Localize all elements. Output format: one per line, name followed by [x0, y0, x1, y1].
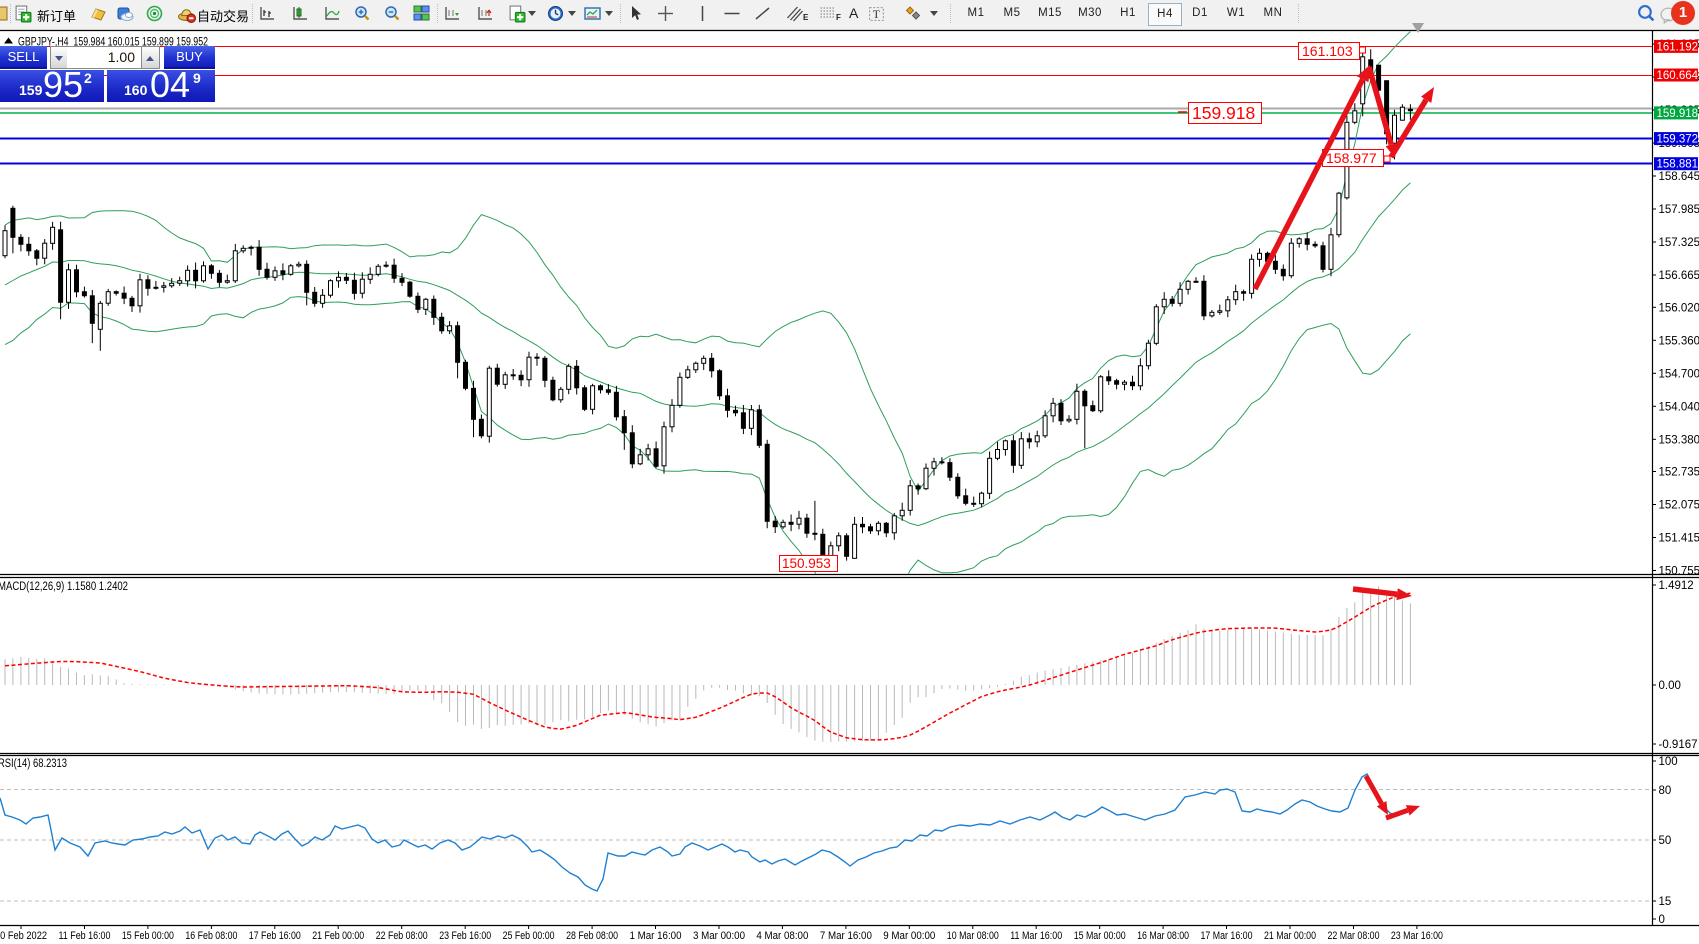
svg-text:17 Mar 16:00: 17 Mar 16:00 — [1201, 930, 1253, 942]
svg-text:23 Mar 16:00: 23 Mar 16:00 — [1391, 930, 1443, 942]
svg-text:151.415: 151.415 — [1659, 533, 1699, 545]
svg-text:100: 100 — [1659, 756, 1678, 768]
svg-text:1.4912: 1.4912 — [1659, 580, 1694, 592]
svg-text:15 Mar 00:00: 15 Mar 00:00 — [1074, 930, 1126, 942]
svg-text:50: 50 — [1659, 835, 1672, 847]
svg-text:3 Mar 00:00: 3 Mar 00:00 — [693, 930, 745, 942]
svg-text:150.953: 150.953 — [782, 556, 831, 571]
svg-text:21 Feb 00:00: 21 Feb 00:00 — [312, 930, 364, 942]
svg-text:17 Feb 16:00: 17 Feb 16:00 — [249, 930, 301, 942]
svg-text:153.380: 153.380 — [1659, 434, 1699, 446]
svg-text:1 Mar 16:00: 1 Mar 16:00 — [630, 930, 682, 942]
svg-text:GBPJPY-,H4 159.984 160.015 15: GBPJPY-,H4 159.984 160.015 159.899 159.9… — [18, 37, 208, 49]
svg-text:MACD(12,26,9) 1.1580 1.2402: MACD(12,26,9) 1.1580 1.2402 — [0, 581, 128, 593]
svg-text:158.881: 158.881 — [1657, 159, 1699, 171]
svg-text:156.665: 156.665 — [1659, 270, 1699, 282]
svg-text:11 Mar 16:00: 11 Mar 16:00 — [1010, 930, 1062, 942]
svg-text:15 Feb 00:00: 15 Feb 00:00 — [122, 930, 174, 942]
svg-text:154.040: 154.040 — [1659, 401, 1699, 413]
svg-text:10 Mar 08:00: 10 Mar 08:00 — [947, 930, 999, 942]
svg-text:150.755: 150.755 — [1659, 566, 1699, 578]
svg-text:0: 0 — [1659, 914, 1665, 926]
svg-text:80: 80 — [1659, 785, 1672, 797]
svg-text:154.700: 154.700 — [1659, 368, 1699, 380]
svg-text:0.00: 0.00 — [1659, 680, 1681, 692]
svg-text:159.918: 159.918 — [1192, 103, 1255, 123]
svg-text:158.645: 158.645 — [1659, 171, 1699, 183]
svg-text:152.735: 152.735 — [1659, 467, 1699, 479]
svg-text:11 Feb 16:00: 11 Feb 16:00 — [59, 930, 111, 942]
svg-text:155.360: 155.360 — [1659, 335, 1699, 347]
svg-text:15: 15 — [1659, 896, 1672, 908]
svg-text:9 Mar 00:00: 9 Mar 00:00 — [883, 930, 935, 942]
svg-text:159.918: 159.918 — [1657, 108, 1699, 120]
svg-text:160.664: 160.664 — [1657, 70, 1699, 82]
svg-text:157.325: 157.325 — [1659, 237, 1699, 249]
svg-text:22 Mar 08:00: 22 Mar 08:00 — [1328, 930, 1380, 942]
svg-text:16 Mar 08:00: 16 Mar 08:00 — [1137, 930, 1189, 942]
svg-text:7 Mar 16:00: 7 Mar 16:00 — [820, 930, 872, 942]
svg-text:4 Mar 08:00: 4 Mar 08:00 — [756, 930, 808, 942]
svg-text:23 Feb 16:00: 23 Feb 16:00 — [439, 930, 491, 942]
svg-text:157.985: 157.985 — [1659, 204, 1699, 216]
svg-text:152.075: 152.075 — [1659, 500, 1699, 512]
svg-text:156.020: 156.020 — [1659, 302, 1699, 314]
svg-text:21 Mar 00:00: 21 Mar 00:00 — [1264, 930, 1316, 942]
svg-text:-0.9167: -0.9167 — [1659, 739, 1698, 751]
svg-text:158.977: 158.977 — [1326, 150, 1377, 166]
svg-text:22 Feb 08:00: 22 Feb 08:00 — [376, 930, 428, 942]
svg-text:28 Feb 08:00: 28 Feb 08:00 — [566, 930, 618, 942]
svg-text:T: T — [873, 8, 880, 21]
svg-text:25 Feb 00:00: 25 Feb 00:00 — [503, 930, 555, 942]
svg-text:16 Feb 08:00: 16 Feb 08:00 — [185, 930, 237, 942]
svg-text:159.372: 159.372 — [1657, 134, 1699, 146]
svg-text:161.103: 161.103 — [1302, 43, 1353, 59]
svg-text:161.192: 161.192 — [1657, 41, 1699, 53]
svg-text:10 Feb 2022: 10 Feb 2022 — [0, 930, 47, 942]
svg-text:RSI(14) 68.2313: RSI(14) 68.2313 — [0, 758, 67, 770]
